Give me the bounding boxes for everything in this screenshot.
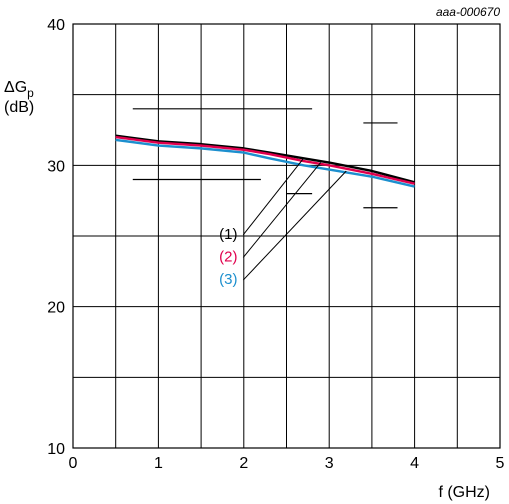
x-tick-label: 0 [69,455,78,472]
y-tick-labels: 10 20 30 40 [47,17,65,458]
series-group [115,134,415,188]
callout-leader-2 [242,162,322,258]
y-axis-subscript: p [27,86,34,100]
x-tick-labels: 0 1 2 3 4 5 [69,455,505,472]
x-tick-label: 5 [496,455,505,472]
x-tick-label: 1 [154,455,163,472]
series-label-2: (2) [219,248,237,265]
y-axis-symbol: ΔG [4,79,27,96]
limit-lines [132,108,398,209]
reference-label: aaa-000670 [436,5,500,19]
x-axis-label: f (GHz) [438,484,490,501]
y-axis-unit: (dB) [4,99,34,116]
series-label-3: (3) [219,271,237,288]
y-axis-label: ΔGp [4,79,34,100]
y-tick-label: 40 [47,17,65,34]
y-tick-label: 10 [47,441,65,458]
callout-leader-3 [242,170,347,281]
plot-frame [72,23,501,449]
callouts: (1) (2) (3) [219,157,347,288]
series-label-1: (1) [219,226,237,243]
grid-lines [72,23,501,449]
callout-leader-1 [242,157,304,236]
series-line-1 [115,134,415,184]
x-tick-label: 2 [239,455,248,472]
x-tick-label: 3 [325,455,334,472]
x-tick-label: 4 [410,455,419,472]
series-line-3 [115,138,415,188]
y-tick-label: 20 [47,300,65,317]
y-tick-label: 30 [47,158,65,175]
series-line-2 [115,135,415,185]
